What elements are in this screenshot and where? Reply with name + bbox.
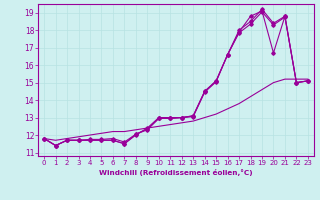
X-axis label: Windchill (Refroidissement éolien,°C): Windchill (Refroidissement éolien,°C): [99, 169, 253, 176]
